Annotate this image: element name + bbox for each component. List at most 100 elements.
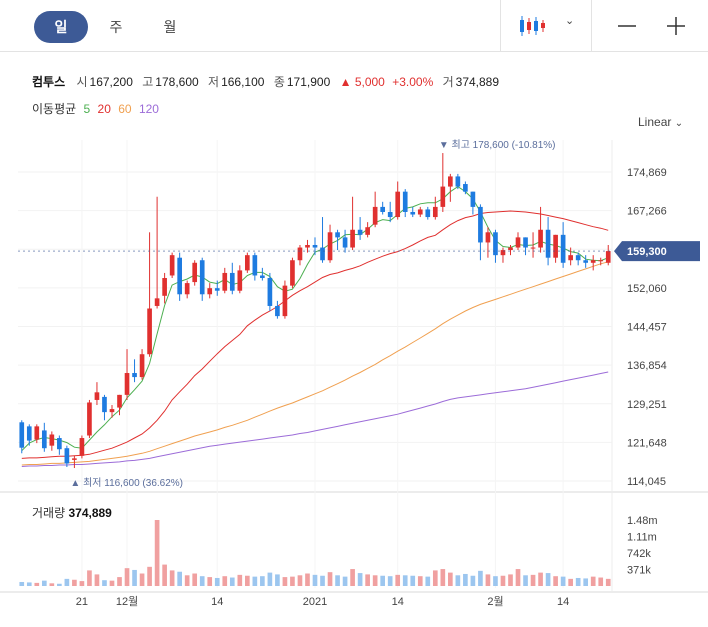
volume-bar <box>72 579 77 586</box>
candle-body <box>41 430 47 449</box>
volume-bar <box>41 580 47 586</box>
price-tick-label: 129,251 <box>627 399 667 411</box>
candle-body <box>485 232 491 243</box>
volume-bar <box>192 573 198 586</box>
zoom-in-button[interactable] <box>661 11 691 41</box>
volume-bar <box>545 573 551 586</box>
top-toolbar: 일 주 월 ⌄ <box>0 0 708 52</box>
moving-average-legend[interactable]: 이동평균 5 20 60 120 <box>32 100 163 117</box>
volume-bar <box>94 574 100 586</box>
volume-bar <box>87 570 92 586</box>
candle-body <box>402 191 408 212</box>
change-percent: +3.00% <box>392 75 434 89</box>
volume-tick-label: 1.11m <box>627 532 657 544</box>
time-tick-label: 2021 <box>303 596 327 608</box>
volume-bar <box>365 574 370 586</box>
plus-icon <box>667 17 685 35</box>
candle-body <box>365 227 370 235</box>
volume-bar <box>590 576 596 586</box>
tab-monthly[interactable]: 월 <box>163 19 177 35</box>
open-value: 167,200 <box>89 75 133 89</box>
volume-bar <box>207 577 213 586</box>
candle-body <box>237 270 243 291</box>
volume-bar <box>64 578 70 586</box>
candle-body <box>553 234 558 258</box>
volume-bar <box>297 575 303 586</box>
candle-body <box>199 260 205 295</box>
volume-bar <box>252 576 258 586</box>
volume-bar <box>357 573 363 586</box>
volume-bar <box>538 572 543 586</box>
volume-tick-label: 1.48m <box>627 515 658 527</box>
candle-body <box>342 237 348 248</box>
candle-body <box>282 285 288 317</box>
volume-bar <box>478 570 483 586</box>
volume-bar <box>605 578 611 586</box>
time-tick-label: 12월 <box>116 595 138 608</box>
candle-body <box>372 206 378 225</box>
candle-body <box>500 250 506 256</box>
volume-bar <box>372 575 378 586</box>
candle-body <box>568 255 573 261</box>
volume-bar <box>523 575 528 586</box>
low-value: 166,100 <box>221 75 265 89</box>
candle-body <box>275 305 280 317</box>
candle-body <box>154 298 160 306</box>
zoom-out-button[interactable] <box>612 11 642 41</box>
candle-body <box>410 211 416 215</box>
candle-body <box>432 206 438 218</box>
volume-bar <box>583 578 589 586</box>
tab-weekly[interactable]: 주 <box>109 19 123 35</box>
candle-body <box>19 422 25 448</box>
volume-bar <box>387 576 393 586</box>
candle-body <box>440 186 446 207</box>
time-tick-label: 14 <box>211 596 223 608</box>
candle-body <box>252 255 258 276</box>
tab-daily[interactable]: 일 <box>34 11 88 43</box>
volume-bar <box>342 576 348 586</box>
volume-panel-label: 거래량 <box>32 506 66 520</box>
volume-bar <box>463 573 468 586</box>
candle-body <box>575 255 581 261</box>
chart-type-button[interactable]: ⌄ <box>500 0 592 52</box>
high-annotation: ▼ 최고 178,600 (-10.81%) <box>439 139 556 151</box>
high-label: 고 <box>142 75 154 89</box>
candle-body <box>417 209 423 215</box>
candle-body <box>177 257 182 295</box>
candle-body <box>470 191 476 207</box>
volume-bar <box>169 570 175 586</box>
volume-bar <box>177 571 182 586</box>
volume-bar <box>455 575 461 586</box>
candle-body <box>124 373 130 395</box>
volume-bar <box>515 569 521 586</box>
candle-body <box>312 244 318 248</box>
volume-bar <box>79 581 85 586</box>
quote-summary: 컴투스 시 167,200 고 178,600 저 166,100 종 171,900 … <box>32 73 505 90</box>
volume-bar <box>34 582 40 586</box>
scale-mode-button[interactable]: Linear ⌄ <box>638 115 683 129</box>
price-tick-label: 174,869 <box>627 167 667 179</box>
candle-body <box>169 255 175 276</box>
volume-panel-value: 374,889 <box>68 506 112 520</box>
volume-bar <box>395 574 401 586</box>
candle-body <box>583 260 589 263</box>
candle-body <box>260 275 265 279</box>
chevron-down-icon: ⌄ <box>565 15 575 27</box>
volume-bar <box>350 569 355 586</box>
candle-body <box>229 272 235 291</box>
candle-body <box>478 206 483 243</box>
ma20-line <box>21 210 609 459</box>
volume-bar <box>19 581 25 586</box>
candle-body <box>320 247 325 261</box>
candle-body <box>132 373 137 378</box>
volume-bar <box>530 574 536 586</box>
candle-body <box>57 438 62 450</box>
scale-mode-label: Linear <box>638 115 672 129</box>
volume-bar <box>432 570 438 586</box>
volume-value: 374,889 <box>455 75 500 89</box>
candle-body <box>350 229 355 248</box>
candle-body <box>357 229 363 235</box>
volume-bar <box>147 566 152 586</box>
volume-bar <box>598 577 604 586</box>
